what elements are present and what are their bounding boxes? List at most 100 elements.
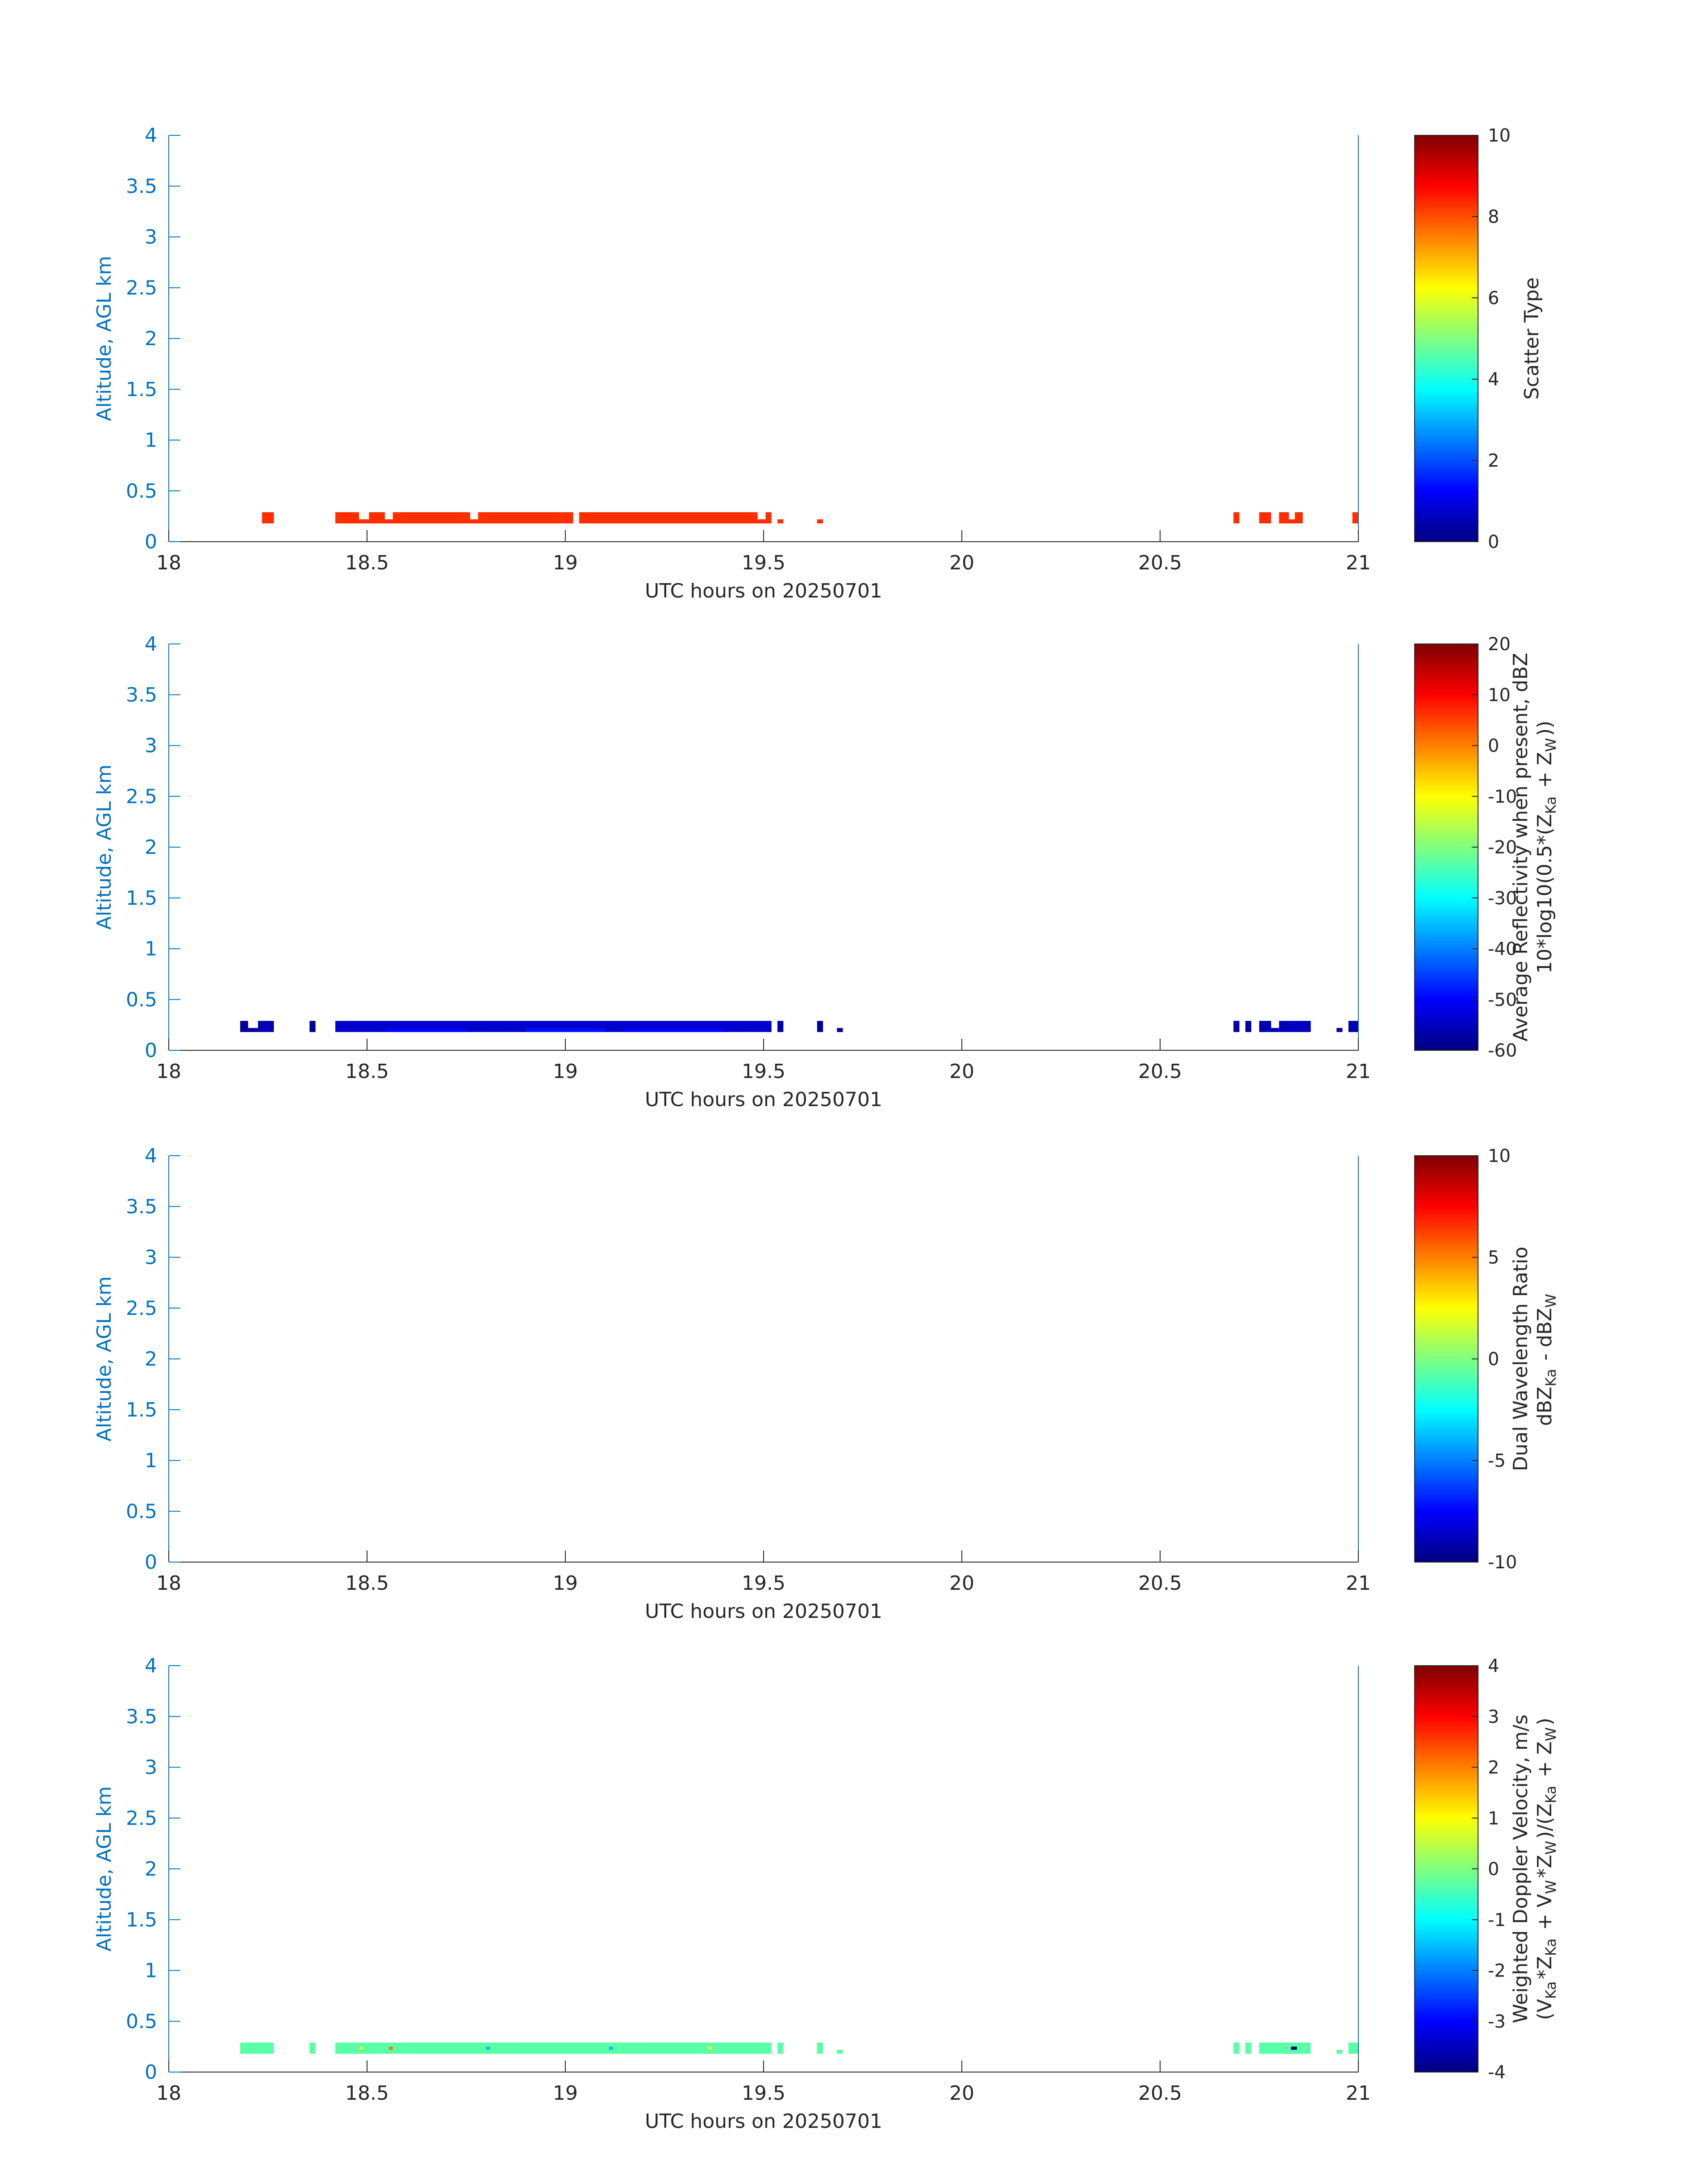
- y-tick-label: 4: [145, 1145, 157, 1167]
- data-cell: [309, 1021, 316, 1032]
- y-tick-label: 3.5: [126, 1705, 157, 1728]
- data-cell: [309, 2043, 316, 2054]
- data-cell: [817, 1021, 823, 1032]
- y-tick-label: 3.5: [126, 175, 157, 198]
- y-tick-label: 3: [145, 1246, 157, 1269]
- x-tick-label: 18: [156, 1060, 181, 1083]
- data-cell: [1336, 2049, 1343, 2054]
- data-cell: [258, 1021, 274, 1032]
- y-tick-label: 2.5: [126, 785, 157, 808]
- colorbar-tick-label: 5: [1488, 1248, 1499, 1268]
- y-tick-label: 1: [145, 429, 157, 452]
- data-cell: [478, 512, 573, 524]
- data-cell: [393, 512, 470, 524]
- y-tick-label: 2.5: [126, 1297, 157, 1320]
- data-cell: [1352, 512, 1358, 524]
- x-tick-label: 18: [156, 1572, 181, 1595]
- data-cell: [1233, 1021, 1240, 1032]
- x-tick-label: 21: [1346, 1572, 1371, 1595]
- colorbar-tick-label: -3: [1488, 2011, 1506, 2032]
- x-tick-label: 20: [949, 2082, 974, 2105]
- colorbar-gradient: [1414, 1155, 1478, 1563]
- colorbar-tick-label: 0: [1488, 736, 1499, 756]
- colorbar-gradient: [1414, 643, 1478, 1051]
- data-cell: [837, 1028, 843, 1032]
- data-cell: [609, 2047, 613, 2050]
- colorbar-tick-label: -50: [1488, 990, 1517, 1010]
- data-cell: [335, 512, 359, 524]
- colorbar: -10 -5 0 5 10 Dual Wavelength Ratio dBZKa - dB…: [1414, 1146, 1559, 1573]
- colorbar-label-line-1: 10*log10(0.5*(ZKa + ZW )): [1533, 721, 1559, 974]
- data-cell: [1279, 512, 1289, 524]
- x-tick-label: 20: [949, 1060, 974, 1083]
- y-axis-label: Altitude, AGL km: [93, 765, 116, 930]
- colorbar-tick-label: 0: [1488, 1349, 1499, 1370]
- y-tick-label: 2: [145, 1858, 157, 1880]
- colorbar-tick-label: 4: [1488, 369, 1499, 390]
- data-cell: [262, 512, 274, 524]
- data-cell: [757, 519, 766, 524]
- x-tick-label: 19: [553, 1060, 578, 1083]
- data-cell: [1233, 2043, 1240, 2054]
- colorbar-tick-label: 1: [1488, 1808, 1499, 1829]
- colorbar-tick-label: -60: [1488, 1040, 1517, 1061]
- data-cell: [335, 2043, 772, 2054]
- colorbar-gradient: [1414, 1665, 1478, 2073]
- data-cell: [470, 519, 478, 524]
- y-tick-label: 1.5: [126, 1399, 157, 1421]
- x-tick-label: 19.5: [742, 552, 785, 574]
- data-cell: [1233, 512, 1240, 524]
- colorbar-tick-label: 0: [1488, 532, 1499, 552]
- y-tick-label: 0: [145, 1551, 157, 1574]
- colorbar-tick-label: -10: [1488, 1552, 1517, 1573]
- panel-4: 18 18.5 19 19.5 20 20.5 2100.511.522.533.54UTC…: [93, 1655, 1559, 2133]
- x-tick-label: 19.5: [742, 1060, 785, 1083]
- colorbar-tick-label: -40: [1488, 939, 1517, 960]
- data-cell: [1259, 2043, 1311, 2054]
- x-tick-label: 21: [1346, 2082, 1371, 2105]
- y-tick-label: 3.5: [126, 684, 157, 706]
- colorbar-tick-label: 8: [1488, 207, 1499, 227]
- x-tick-label: 19: [553, 552, 578, 574]
- colorbar-gradient: [1414, 135, 1478, 542]
- y-tick-label: 2: [145, 327, 157, 350]
- colorbar-tick-label: 20: [1488, 634, 1511, 655]
- data-cell: [1259, 1021, 1271, 1032]
- colorbar-tick-label: 4: [1488, 1656, 1499, 1676]
- data-cell: [817, 2043, 823, 2054]
- x-tick-label: 19.5: [742, 1572, 785, 1595]
- data-cell: [359, 519, 369, 524]
- x-tick-label: 18.5: [345, 1572, 389, 1595]
- data-cell: [579, 512, 758, 524]
- data-cell: [1348, 1021, 1358, 1032]
- y-tick-label: 0: [145, 1039, 157, 1062]
- y-tick-label: 2: [145, 1348, 157, 1371]
- x-tick-label: 20.5: [1138, 552, 1182, 574]
- colorbar-label-line-1: (VKa *ZKa + VW *ZW )/(ZKa + ZW ): [1533, 1717, 1559, 2020]
- x-tick-label: 18.5: [345, 552, 389, 574]
- panel-3: 18 18.5 19 19.5 20 20.5 21 0 0.5 1 1.5 2 2.5 3 3.5 4 UTC…: [93, 1145, 1559, 1623]
- y-tick-label: 3.5: [126, 1195, 157, 1218]
- x-tick-label: 20.5: [1138, 1060, 1182, 1083]
- colorbar-tick-label: 3: [1488, 1707, 1499, 1727]
- x-tick-label: 21: [1346, 1060, 1371, 1083]
- data-cell: [777, 2043, 784, 2054]
- data-cell: [369, 512, 385, 524]
- y-tick-label: 4: [145, 124, 157, 147]
- data-cell: [625, 1028, 724, 1032]
- colorbar-tick-label: -10: [1488, 786, 1517, 807]
- colorbar-tick-label: -30: [1488, 888, 1517, 909]
- x-axis-label: UTC hours on 20250701: [645, 1600, 882, 1623]
- data-cell: [837, 2049, 843, 2054]
- colorbar-tick-label: 10: [1488, 1146, 1511, 1166]
- data-cells: [262, 512, 1358, 524]
- x-axis-label: UTC hours on 20250701: [645, 1088, 882, 1111]
- data-cell: [1348, 2043, 1358, 2054]
- panel-2: 18 18.5 19 19.5 20 20.5 21 0 0.5 1 1.5 2 2.5 3 3.5 4 UTC…: [93, 633, 1559, 1111]
- colorbar-tick-label: 2: [1488, 451, 1499, 471]
- colorbar-tick-label: 10: [1488, 685, 1511, 706]
- x-tick-label: 19: [553, 1572, 578, 1595]
- y-tick-label: 3: [145, 226, 157, 249]
- colorbar-label-line-0: Average Reflectivity when present, dBZ: [1509, 653, 1532, 1042]
